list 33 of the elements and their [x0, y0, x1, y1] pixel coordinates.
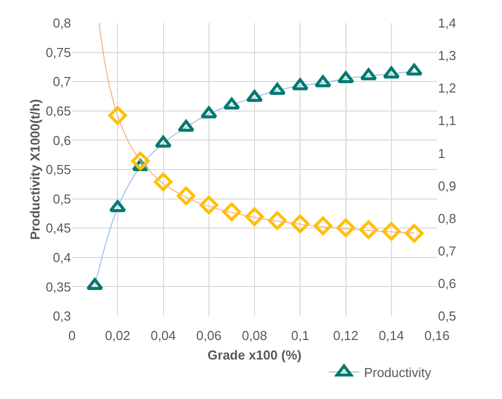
x-tick-label: 0,02 — [104, 328, 130, 343]
y-tick-label: 0,7 — [52, 74, 71, 90]
x-tick-label: 0,16 — [424, 328, 450, 343]
y2-tick-label: 0,9 — [438, 178, 456, 194]
x-tick-label: 0,1 — [291, 328, 310, 343]
legend-label: Productivity — [364, 365, 432, 380]
y-tick-label: 0,3 — [52, 308, 71, 324]
y2-tick-label: 0,6 — [438, 276, 456, 291]
y2-tick-label: 1,2 — [438, 80, 456, 96]
y-tick-label: 0,55 — [46, 162, 71, 178]
x-tick-label: 0,04 — [150, 328, 176, 343]
y-tick-label: 0,5 — [52, 191, 71, 206]
x-tick-label: 0,08 — [242, 328, 268, 343]
y-tick-label: 0,6 — [52, 132, 71, 148]
y-tick-label: 0,35 — [46, 279, 71, 294]
x-tick-label: 0 — [68, 328, 76, 343]
y2-tick-label: 0,5 — [438, 308, 456, 324]
y-tick-label: 0,75 — [46, 44, 71, 60]
x-axis-title: Grade x100 (%) — [208, 348, 302, 363]
x-tick-label: 0,06 — [196, 328, 222, 343]
y-axis-title: Productivity X1000(t/h) — [28, 99, 43, 240]
y2-tick-label: 1,4 — [438, 16, 456, 31]
y2-tick-label: 0,7 — [438, 243, 456, 258]
x-tick-label: 0,12 — [333, 328, 358, 343]
y2-tick-label: 0,8 — [438, 210, 456, 226]
y2-tick-label: 1 — [438, 146, 446, 161]
y-tick-label: 0,8 — [52, 16, 71, 31]
y-tick-label: 0,65 — [46, 103, 71, 118]
y2-tick-label: 1,1 — [438, 113, 456, 128]
x-tick-label: 0,14 — [378, 328, 404, 343]
y-tick-label: 0,45 — [46, 220, 71, 236]
y2-tick-label: 1,3 — [438, 48, 456, 64]
y-tick-label: 0,4 — [52, 250, 71, 265]
